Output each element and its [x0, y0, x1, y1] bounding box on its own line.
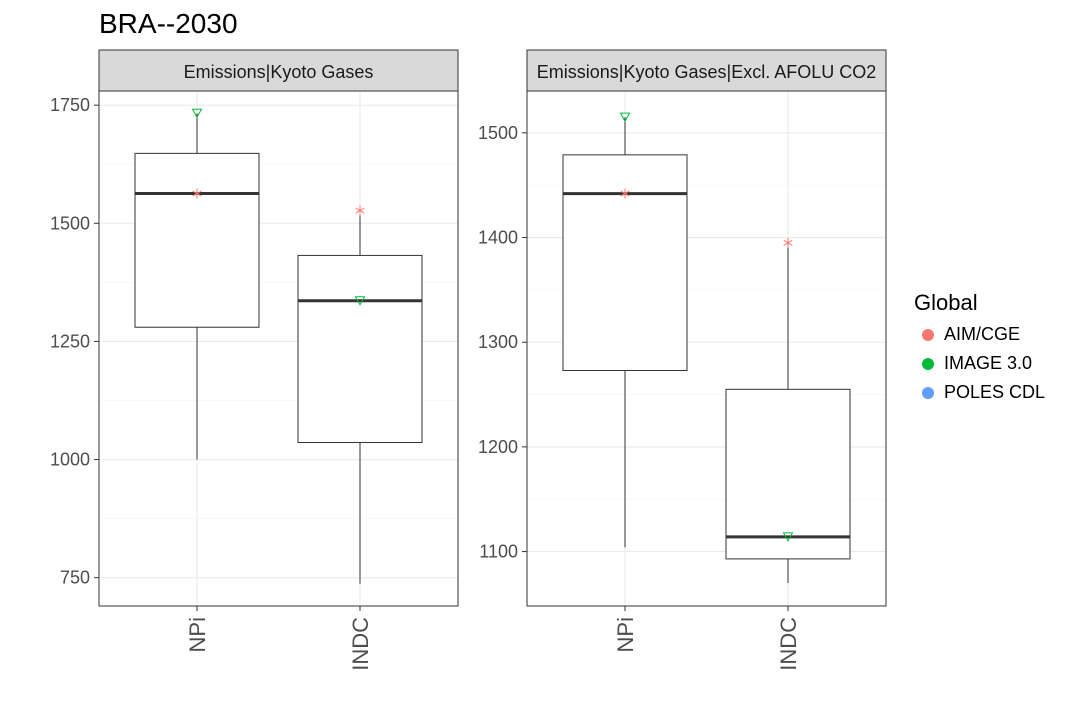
box-indc	[725, 388, 851, 560]
x-tick-label: INDC	[348, 617, 373, 671]
legend-key-poles-cdl	[922, 386, 934, 399]
point-image-3-0	[619, 112, 631, 123]
x-tick-label: INDC	[776, 617, 801, 671]
point-image-3-0	[191, 108, 203, 119]
point-image-3-0	[782, 532, 794, 542]
legend-key-aim-cge	[922, 328, 934, 341]
chart-title: BRA--2030	[99, 8, 238, 39]
panel-title: Emissions|Kyoto Gases|Excl. AFOLU CO2	[537, 62, 876, 82]
y-tick-label: 1500	[50, 213, 90, 233]
y-tick-label: 1500	[478, 123, 518, 143]
legend-key-image-3-0	[922, 357, 934, 370]
panel-strip	[98, 49, 459, 92]
panel-border	[98, 90, 459, 607]
x-tick-label: NPi	[613, 617, 638, 652]
y-tick-label: 1400	[478, 228, 518, 248]
legend-item-image-3-0: IMAGE 3.0	[914, 349, 1045, 378]
asterisk-stroke	[620, 190, 630, 197]
panel-title: Emissions|Kyoto Gases	[184, 62, 374, 82]
y-tick-label: 1000	[50, 450, 90, 470]
x-tick-label: NPi	[185, 617, 210, 652]
y-tick-label: 1100	[479, 542, 518, 562]
panel-strip	[526, 49, 887, 92]
point-image-3-0	[354, 296, 366, 306]
asterisk-stroke	[783, 239, 793, 246]
legend-label: AIM/CGE	[944, 324, 1021, 344]
y-tick-label: 1250	[50, 331, 90, 351]
legend-item-poles-cdl: POLES CDL	[914, 378, 1045, 407]
asterisk-stroke	[355, 207, 365, 214]
y-tick-label: 1200	[478, 437, 518, 457]
box-indc	[297, 254, 423, 444]
box-npi	[562, 154, 688, 371]
legend-label: IMAGE 3.0	[944, 353, 1033, 373]
point-aim-cge	[620, 188, 630, 199]
legend: Global AIM/CGE IMAGE 3.0 POLES CDL	[914, 290, 1045, 407]
point-aim-cge	[355, 205, 365, 216]
panel-border	[526, 90, 887, 607]
y-tick-label: 1750	[50, 95, 90, 115]
legend-title: Global	[914, 290, 978, 315]
point-aim-cge	[192, 188, 202, 199]
y-tick-label: 1300	[478, 332, 518, 352]
panel-1: Emissions|Kyoto Gases 750 1000 1250 1500 1750…	[50, 49, 459, 671]
y-tick-label: 750	[60, 568, 90, 588]
asterisk-stroke	[192, 190, 202, 197]
panel-2: Emissions|Kyoto Gases|Excl. AFOLU CO2 110…	[478, 49, 887, 671]
box-npi	[134, 152, 260, 328]
legend-item-aim-cge: AIM/CGE	[914, 320, 1045, 349]
point-aim-cge	[783, 237, 793, 248]
legend-label: POLES CDL	[944, 382, 1046, 402]
